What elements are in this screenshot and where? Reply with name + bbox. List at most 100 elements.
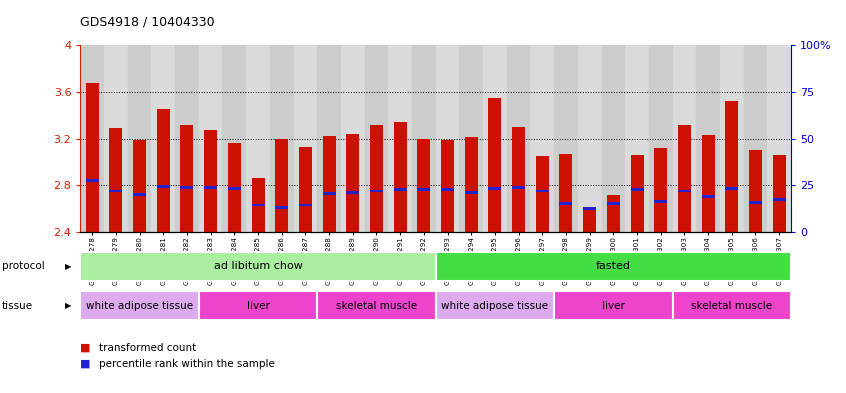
Bar <box>128 45 151 232</box>
Bar <box>388 45 412 232</box>
Bar <box>365 45 388 232</box>
Bar <box>275 138 288 232</box>
Bar <box>696 45 720 232</box>
Bar <box>175 45 199 232</box>
Bar <box>630 155 644 232</box>
Bar <box>417 188 431 191</box>
Bar <box>583 209 596 232</box>
Bar <box>80 45 104 232</box>
Bar <box>483 45 507 232</box>
Bar <box>180 125 194 232</box>
Text: liver: liver <box>602 301 625 310</box>
Bar <box>749 150 762 232</box>
Bar <box>85 179 99 182</box>
Bar <box>80 291 199 320</box>
Bar <box>133 140 146 232</box>
Bar <box>251 204 265 206</box>
Bar <box>317 45 341 232</box>
Bar <box>678 125 691 232</box>
Bar <box>436 291 554 320</box>
Bar <box>749 201 762 204</box>
Bar <box>701 195 715 198</box>
Bar <box>204 186 217 189</box>
Bar <box>507 45 530 232</box>
Bar <box>720 45 744 232</box>
Bar <box>133 193 146 196</box>
Bar <box>536 156 549 232</box>
Text: ▶: ▶ <box>65 301 72 310</box>
Bar <box>701 135 715 232</box>
Bar <box>317 291 436 320</box>
Bar <box>625 45 649 232</box>
Text: ▶: ▶ <box>65 262 72 271</box>
Bar <box>459 45 483 232</box>
Bar <box>322 192 336 195</box>
Bar <box>246 45 270 232</box>
Bar <box>436 45 459 232</box>
Bar <box>346 191 360 194</box>
Bar <box>673 291 791 320</box>
Bar <box>104 45 128 232</box>
Text: ■: ■ <box>80 343 91 353</box>
Text: white adipose tissue: white adipose tissue <box>442 301 548 310</box>
Bar <box>607 195 620 232</box>
Bar <box>488 98 502 232</box>
Bar <box>346 134 360 232</box>
Text: tissue: tissue <box>2 301 33 310</box>
Bar <box>559 154 573 232</box>
Bar <box>464 191 478 194</box>
Bar <box>199 291 317 320</box>
Bar <box>630 188 644 191</box>
Text: skeletal muscle: skeletal muscle <box>336 301 417 310</box>
Bar <box>199 45 222 232</box>
Bar <box>649 45 673 232</box>
Bar <box>536 189 549 193</box>
Bar <box>294 45 317 232</box>
Bar <box>554 291 673 320</box>
Bar <box>772 198 786 201</box>
Bar <box>678 189 691 193</box>
Bar <box>744 45 767 232</box>
Bar <box>583 207 596 210</box>
Bar <box>109 189 123 193</box>
Bar <box>607 202 620 205</box>
Bar <box>767 45 791 232</box>
Text: skeletal muscle: skeletal muscle <box>691 301 772 310</box>
Bar <box>464 138 478 232</box>
Bar <box>228 143 241 232</box>
Bar <box>436 252 791 281</box>
Bar <box>512 127 525 232</box>
Bar <box>204 130 217 232</box>
Bar <box>512 186 525 189</box>
Bar <box>341 45 365 232</box>
Bar <box>417 138 431 232</box>
Bar <box>275 206 288 209</box>
Text: ad libitum chow: ad libitum chow <box>213 261 303 271</box>
Bar <box>157 185 170 188</box>
Bar <box>322 136 336 232</box>
Bar <box>370 189 383 193</box>
Bar <box>151 45 175 232</box>
Bar <box>270 45 294 232</box>
Bar <box>772 155 786 232</box>
Bar <box>393 188 407 191</box>
Text: transformed count: transformed count <box>99 343 196 353</box>
Bar <box>222 45 246 232</box>
Bar <box>554 45 578 232</box>
Bar <box>80 252 436 281</box>
Text: liver: liver <box>246 301 270 310</box>
Bar <box>725 101 739 232</box>
Bar <box>299 204 312 206</box>
Text: GDS4918 / 10404330: GDS4918 / 10404330 <box>80 16 215 29</box>
Text: percentile rank within the sample: percentile rank within the sample <box>99 358 275 369</box>
Bar <box>602 45 625 232</box>
Bar <box>251 178 265 232</box>
Bar <box>228 187 241 190</box>
Bar <box>559 202 573 205</box>
Bar <box>488 187 502 190</box>
Bar <box>654 148 667 232</box>
Bar <box>673 45 696 232</box>
Text: white adipose tissue: white adipose tissue <box>86 301 193 310</box>
Bar <box>180 186 194 189</box>
Text: ■: ■ <box>80 358 91 369</box>
